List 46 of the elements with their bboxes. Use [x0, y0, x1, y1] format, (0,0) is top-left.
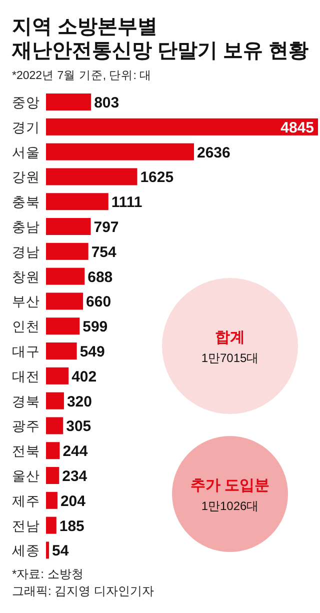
y-tick-label: 울산 [12, 468, 40, 484]
annotation: 합계 [215, 329, 245, 346]
data-label: 2636 [196, 144, 230, 162]
data-label: 185 [59, 518, 84, 535]
y-tick-label: 창원 [12, 269, 40, 284]
y-tick-label: 인천 [12, 319, 40, 334]
data-label: 660 [86, 294, 112, 311]
annotation: 1만1026대 [201, 499, 259, 513]
data-label: 244 [62, 443, 88, 460]
text: 그래픽: 김지영 디자인기자 [12, 584, 154, 598]
chart-title: 지역 소방본부별 재난안전통신망 단말기 보유 현황 [11, 16, 309, 62]
y-tick-label: 중앙 [12, 95, 40, 110]
y-tick-label: 충북 [12, 194, 40, 210]
y-tick-label: 광주 [12, 418, 40, 434]
data-label: 54 [52, 542, 70, 560]
data-label: 803 [94, 94, 120, 112]
y-tick-label: 전북 [12, 444, 40, 459]
y-tick-label: 충남 [12, 220, 40, 234]
data-label: 1625 [140, 169, 174, 186]
y-tick-label: 부산 [12, 294, 40, 310]
data-label: 1111 [111, 194, 142, 212]
y-tick-label: 세종 [12, 543, 40, 558]
y-tick-label: 서울 [12, 144, 40, 160]
y-tick-label: 전남 [12, 518, 40, 534]
data-label: 688 [88, 268, 113, 286]
y-tick-label: 경기 [12, 120, 40, 135]
data-label: 754 [91, 244, 118, 261]
y-tick-label: 대구 [12, 344, 40, 359]
y-tick-label: 대전 [12, 368, 40, 384]
data-label: 320 [66, 393, 92, 410]
y-tick-label: 제주 [12, 493, 40, 508]
y-tick-label: 경북 [12, 394, 40, 409]
chart-subtitle: *2022년 7월 기준, 단위: 대 [12, 70, 152, 82]
data-label: 305 [66, 418, 92, 436]
text: *자료: 소방청 [12, 567, 84, 581]
data-label: 402 [72, 368, 97, 386]
annotation: 1만7015대 [201, 351, 259, 365]
annotation: 추가 도입분 [190, 477, 270, 494]
data-label: 797 [94, 219, 119, 236]
data-label: 4845 [280, 119, 314, 136]
data-label: 234 [62, 468, 88, 485]
data-label: 549 [80, 344, 105, 360]
data-label: 204 [60, 492, 86, 510]
data-label: 599 [82, 318, 108, 336]
y-tick-label: 강원 [12, 170, 40, 185]
y-tick-label: 경남 [12, 244, 40, 260]
